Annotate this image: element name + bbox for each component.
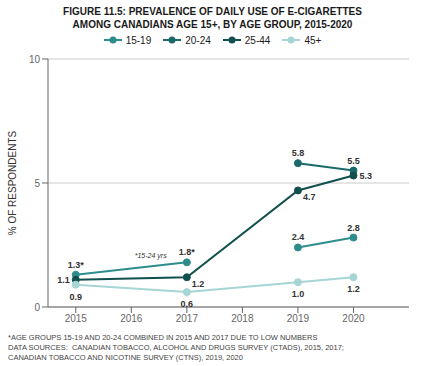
svg-text:2018: 2018 xyxy=(231,313,254,324)
svg-text:*15-24 yrs: *15-24 yrs xyxy=(135,252,167,260)
svg-text:1.8*: 1.8* xyxy=(179,247,196,257)
svg-text:5.3: 5.3 xyxy=(359,171,372,181)
svg-text:1.2: 1.2 xyxy=(347,284,360,294)
html-text:CANADIAN TOBACCO AND NICOTINE: CANADIAN TOBACCO AND NICOTINE SURVEY (CT… xyxy=(8,353,243,362)
svg-text:% OF RESPONDENTS: % OF RESPONDENTS xyxy=(8,130,18,235)
html-text:45+: 45+ xyxy=(304,34,322,46)
html-text:AMONG CANADIANS AGE 15+, BY AG: AMONG CANADIANS AGE 15+, BY AGE GROUP, 2… xyxy=(72,19,353,30)
svg-text:0: 0 xyxy=(34,302,40,313)
html-text:*AGE GROUPS 15-19 AND 20-24 CO: *AGE GROUPS 15-19 AND 20-24 COMBINED IN … xyxy=(8,333,318,342)
html-text:25-44: 25-44 xyxy=(244,34,271,46)
svg-text:2.8: 2.8 xyxy=(347,223,360,233)
svg-text:2017: 2017 xyxy=(176,313,199,324)
html-text:DATA SOURCES: CANADIAN TOBACCO: DATA SOURCES: CANADIAN TOBACCO, ALCOHOL … xyxy=(8,343,344,352)
svg-text:1.3*: 1.3* xyxy=(68,260,85,270)
svg-text:5.5: 5.5 xyxy=(347,156,360,166)
svg-text:1.0: 1.0 xyxy=(292,289,305,299)
svg-text:1.2: 1.2 xyxy=(192,279,205,289)
svg-text:10: 10 xyxy=(29,54,41,65)
svg-text:2020: 2020 xyxy=(342,313,365,324)
svg-text:2015: 2015 xyxy=(65,313,88,324)
svg-text:0.6: 0.6 xyxy=(181,299,194,309)
svg-text:4.7: 4.7 xyxy=(303,192,316,202)
svg-text:2016: 2016 xyxy=(120,313,143,324)
svg-text:5: 5 xyxy=(34,178,40,189)
svg-text:0.9: 0.9 xyxy=(70,292,83,302)
svg-text:5.8: 5.8 xyxy=(292,148,305,158)
svg-text:2.4: 2.4 xyxy=(292,232,305,242)
html-text:20-24: 20-24 xyxy=(185,34,211,46)
svg-text:2019: 2019 xyxy=(287,313,310,324)
html-text:15-19: 15-19 xyxy=(125,34,152,46)
html-text:FIGURE 11.5: PREVALENCE OF DAI: FIGURE 11.5: PREVALENCE OF DAILY USE OF … xyxy=(63,6,362,17)
svg-text:1.1: 1.1 xyxy=(57,275,70,285)
